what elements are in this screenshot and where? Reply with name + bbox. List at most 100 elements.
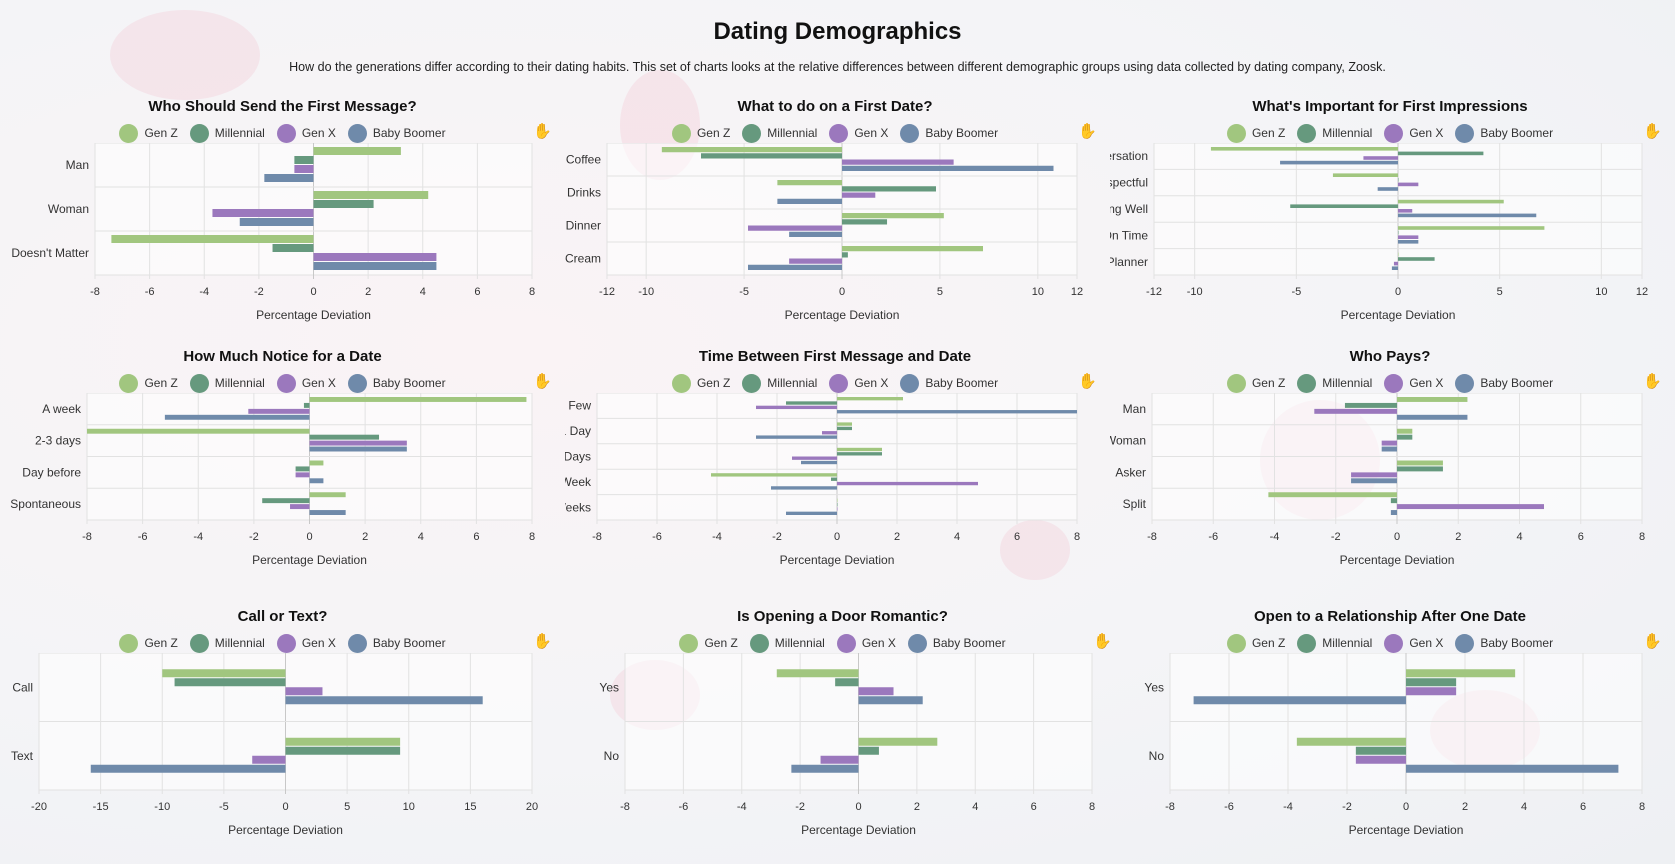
x-tick-label: -2 xyxy=(795,801,805,813)
hand-icon[interactable]: ✋ xyxy=(1643,373,1662,390)
x-tick-label: 0 xyxy=(1394,531,1400,543)
x-axis-label: Percentage Deviation xyxy=(801,823,916,837)
chart-legend: Gen Z Millennial Gen X Baby Boomer xyxy=(1110,372,1670,394)
legend-label: Gen X xyxy=(854,376,889,390)
legend-item-gen-z[interactable]: Gen Z xyxy=(119,373,178,393)
hand-icon[interactable]: ✋ xyxy=(533,123,552,140)
bar-millennial-date-planner xyxy=(1398,257,1435,261)
legend-item-gen-x[interactable]: Gen X xyxy=(836,633,896,653)
bar-gen-x-dinner xyxy=(748,225,842,231)
hand-icon[interactable]: ✋ xyxy=(533,633,552,650)
legend-item-gen-x[interactable]: Gen X xyxy=(1384,373,1443,393)
legend-item-gen-x[interactable]: Gen X xyxy=(1384,633,1444,653)
legend-item-millennial[interactable]: Millennial xyxy=(1297,123,1372,143)
legend-item-gen-z[interactable]: Gen Z xyxy=(1226,633,1285,653)
legend-item-millennial[interactable]: Millennial xyxy=(189,633,265,653)
legend-item-baby-boomer[interactable]: Baby Boomer xyxy=(347,123,446,143)
legend-item-gen-z[interactable]: Gen Z xyxy=(1226,123,1285,143)
category-label-yes: Yes xyxy=(599,680,619,694)
legend-label: Gen X xyxy=(301,376,336,390)
legend-item-gen-x[interactable]: Gen X xyxy=(276,633,336,653)
legend-item-millennial[interactable]: Millennial xyxy=(742,373,817,393)
chart-panel-call-or-text: Call or Text? Gen Z Millennial Gen X Bab… xyxy=(5,608,560,858)
hand-icon[interactable]: ✋ xyxy=(1643,123,1662,140)
legend-item-gen-x[interactable]: Gen X xyxy=(829,373,889,393)
legend-label: Gen X xyxy=(1409,636,1444,650)
category-label-split: Split xyxy=(1123,497,1147,511)
legend-item-gen-z[interactable]: Gen Z xyxy=(679,633,738,653)
legend-item-gen-z[interactable]: Gen Z xyxy=(671,123,730,143)
legend-item-gen-z[interactable]: Gen Z xyxy=(119,633,178,653)
legend-item-millennial[interactable]: Millennial xyxy=(1297,633,1372,653)
legend-item-millennial[interactable]: Millennial xyxy=(742,123,817,143)
legend-item-baby-boomer[interactable]: Baby Boomer xyxy=(900,373,998,393)
legend-swatch xyxy=(1384,633,1404,653)
legend-item-baby-boomer[interactable]: Baby Boomer xyxy=(347,633,446,653)
x-tick-label: 8 xyxy=(1089,801,1095,813)
legend-item-baby-boomer[interactable]: Baby Boomer xyxy=(1455,123,1553,143)
bar-baby-boomer-few-weeks xyxy=(786,511,837,515)
legend-item-baby-boomer[interactable]: Baby Boomer xyxy=(347,373,446,393)
legend-item-millennial[interactable]: Millennial xyxy=(189,123,265,143)
bar-baby-boomer-on-time xyxy=(1398,240,1419,244)
bar-gen-z-day-before xyxy=(309,460,324,466)
x-tick-label: 4 xyxy=(418,531,424,543)
hand-icon[interactable]: ✋ xyxy=(1093,633,1112,650)
bar-gen-x-split xyxy=(1397,504,1544,510)
legend-item-baby-boomer[interactable]: Baby Boomer xyxy=(1455,373,1553,393)
bar-baby-boomer-doesn-t-matter xyxy=(313,262,437,270)
chart-body: -12 -10 -5 0 5 10 12 Percentage Deviation Coffee… xyxy=(565,143,1083,322)
bar-gen-z-no xyxy=(1296,737,1406,746)
legend-item-baby-boomer[interactable]: Baby Boomer xyxy=(907,633,1006,653)
legend-label: Gen Z xyxy=(144,636,178,650)
bar-baby-boomer-woman xyxy=(239,218,314,226)
legend-item-gen-x[interactable]: Gen X xyxy=(829,123,888,143)
chart-title: Who Pays? xyxy=(1349,348,1431,365)
legend-item-millennial[interactable]: Millennial xyxy=(189,373,265,393)
hand-icon[interactable]: ✋ xyxy=(1078,123,1097,140)
legend-swatch xyxy=(900,123,920,143)
legend-item-millennial[interactable]: Millennial xyxy=(749,633,825,653)
bar-gen-x-day-before xyxy=(295,472,310,478)
bar-millennial-dinner xyxy=(842,219,888,225)
category-label-first-few: First Few xyxy=(565,399,591,413)
bar-gen-x-woman xyxy=(1381,440,1397,446)
bar-gen-x-few-weeks xyxy=(837,507,838,511)
legend-swatch xyxy=(1226,633,1246,653)
x-tick-label: -10 xyxy=(154,801,170,813)
category-label-2-3-days: 2-3 Days xyxy=(565,450,591,464)
bar-gen-x-spontaneous xyxy=(290,504,310,510)
legend-item-gen-z[interactable]: Gen Z xyxy=(119,123,178,143)
legend-item-millennial[interactable]: Millennial xyxy=(1297,373,1372,393)
legend-swatch xyxy=(900,373,920,393)
hand-icon[interactable]: ✋ xyxy=(1078,373,1097,390)
chart-title: What's Important for First Impressions xyxy=(1252,98,1528,115)
legend-item-gen-z[interactable]: Gen Z xyxy=(671,373,730,393)
x-tick-label: 8 xyxy=(529,286,535,298)
bar-gen-z-man xyxy=(313,147,401,155)
bar-millennial-2-3-days xyxy=(309,434,380,440)
legend-item-gen-x[interactable]: Gen X xyxy=(276,123,336,143)
legend-label: Millennial xyxy=(214,126,265,140)
legend-swatch xyxy=(1455,123,1475,143)
x-tick-label: 8 xyxy=(529,531,535,543)
bar-baby-boomer-call xyxy=(285,696,483,705)
legend-item-baby-boomer[interactable]: Baby Boomer xyxy=(900,123,998,143)
chart-plot: -8 -6 -4 -2 0 2 4 6 8 Percentage Deviation Yes No xyxy=(599,653,1095,837)
category-label-few-weeks: Few Weeks xyxy=(565,500,591,514)
x-tick-label: -8 xyxy=(90,286,100,298)
hand-icon[interactable]: ✋ xyxy=(1643,633,1662,650)
legend-item-gen-z[interactable]: Gen Z xyxy=(1226,373,1285,393)
legend-item-gen-x[interactable]: Gen X xyxy=(276,373,336,393)
legend-swatch xyxy=(907,633,927,653)
bar-baby-boomer-polite-respectful xyxy=(1377,187,1398,191)
legend-item-gen-x[interactable]: Gen X xyxy=(1384,123,1443,143)
x-tick-label: 2 xyxy=(1455,531,1461,543)
legend-item-baby-boomer[interactable]: Baby Boomer xyxy=(1455,633,1553,653)
bar-millennial-coffee xyxy=(701,153,842,159)
chart-plot: -8 -6 -4 -2 0 2 4 6 8 Percentage Deviation Man Woma… xyxy=(11,143,535,322)
bar-baby-boomer-day-before xyxy=(309,478,324,484)
hand-icon[interactable]: ✋ xyxy=(533,373,552,390)
x-tick-label: -2 xyxy=(772,531,782,543)
legend-label: Gen X xyxy=(301,636,336,650)
